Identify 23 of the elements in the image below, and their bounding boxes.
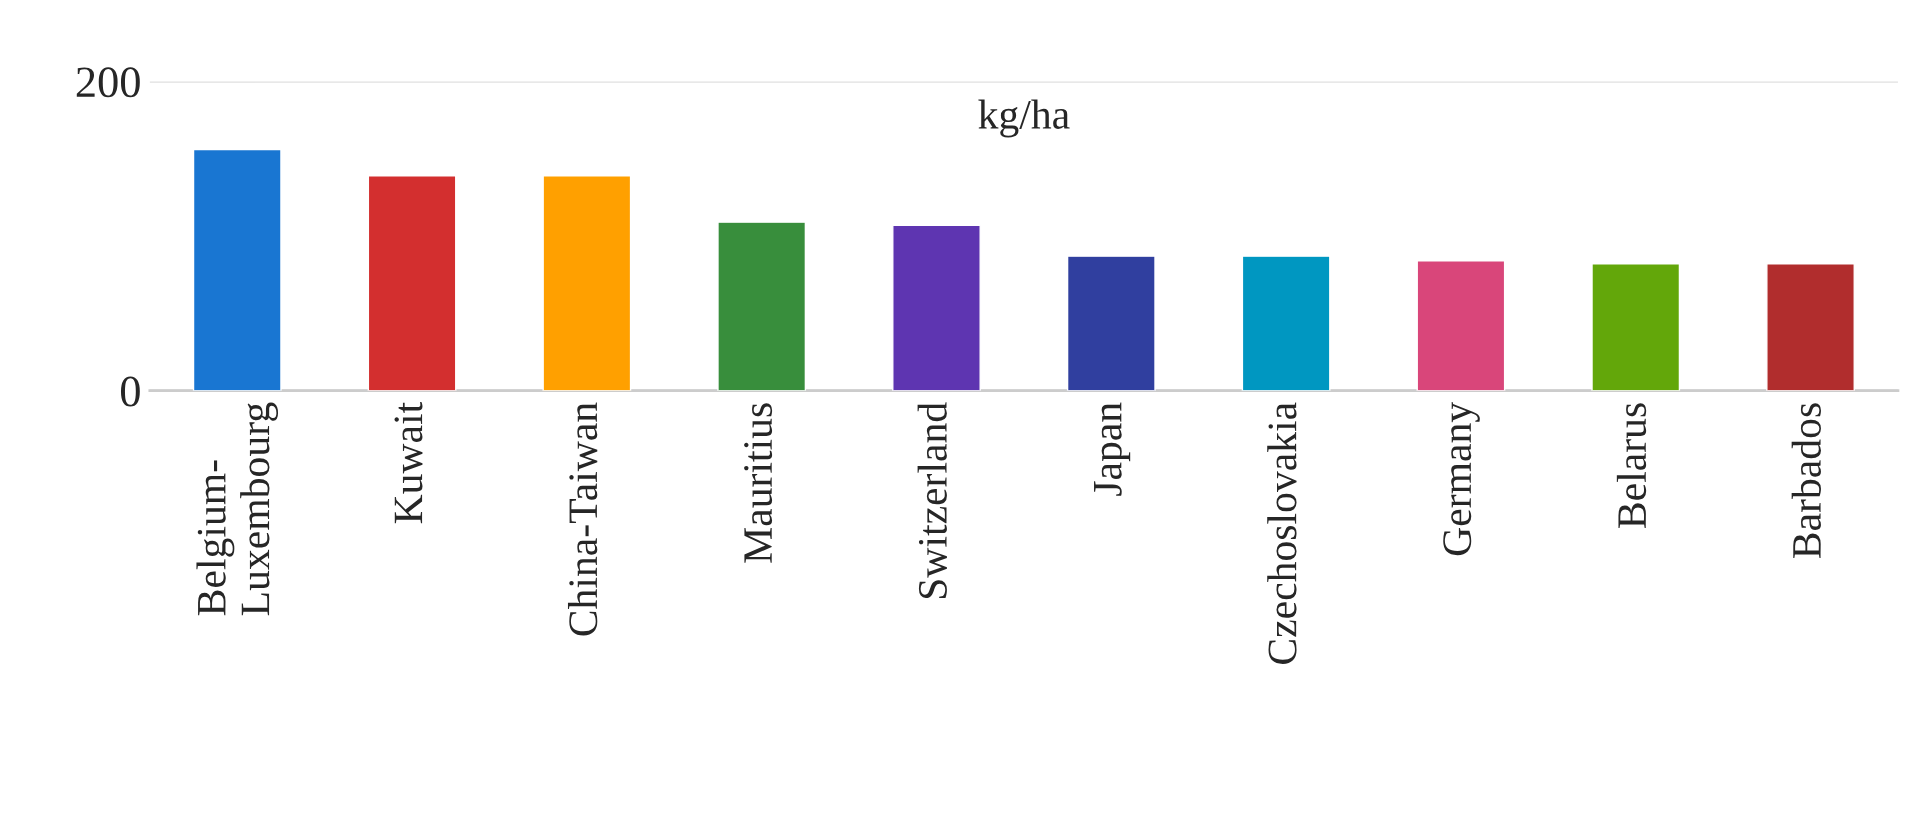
bar — [1241, 255, 1331, 391]
x-tick-label: Barbados — [1791, 403, 1821, 559]
bar — [1066, 255, 1156, 391]
x-tick-label: Belarus — [1616, 403, 1647, 528]
x-tick-label: Czechoslovakia — [1267, 402, 1297, 664]
bar — [367, 175, 457, 391]
x-tick-label: Germany — [1443, 402, 1480, 556]
bar — [1591, 263, 1681, 391]
x-tick-label: Mauritius — [744, 403, 773, 563]
bar — [192, 148, 282, 391]
bar — [1416, 260, 1506, 391]
bar — [717, 221, 807, 391]
x-tick-label: Kuwait — [394, 402, 423, 524]
annotation: kg/ha — [978, 99, 1070, 138]
x-tick-label: Japan — [1094, 402, 1131, 496]
y-tick-label: 0 — [120, 376, 140, 407]
bar — [892, 224, 981, 391]
y-tick-label: 200 — [76, 67, 140, 98]
x-tick-label: Switzerland — [917, 402, 947, 599]
bar — [542, 175, 632, 391]
x-tick-label: China-Taiwan — [567, 402, 598, 636]
x-tick-label: Belgium- Luxembourg — [196, 402, 279, 616]
bar — [1766, 263, 1855, 391]
